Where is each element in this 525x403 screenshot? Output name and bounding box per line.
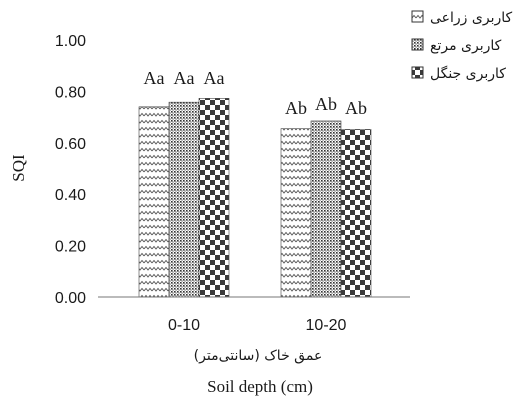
data-label: Ab	[345, 98, 367, 118]
data-label: Ab	[285, 98, 307, 118]
legend-swatch	[411, 38, 424, 51]
data-label-depth-letter: b	[358, 98, 367, 118]
legend-label: کاربری زراعی	[430, 10, 512, 26]
legend: کاربری زراعی کاربری مرتع کاربری جنگل	[411, 10, 512, 82]
legend-swatch	[411, 66, 424, 79]
bar	[280, 128, 312, 298]
x-tick-label: 0-10	[168, 317, 200, 334]
bar	[340, 129, 372, 298]
data-label-depth-letter: a	[187, 68, 195, 88]
bar	[198, 98, 230, 298]
data-label-group-letter: A	[345, 98, 358, 118]
data-label: Ab	[315, 94, 337, 114]
bar	[168, 101, 200, 298]
y-tick-label: 1.00	[55, 33, 86, 50]
y-axis-ticks: 0.00 0.20 0.40 0.60 0.80 1.00	[55, 33, 86, 307]
legend-label: کاربری مرتع	[430, 38, 502, 54]
bar	[138, 106, 170, 298]
data-label-depth-letter: b	[298, 98, 307, 118]
data-label: Aa	[174, 68, 195, 88]
data-label-depth-letter: b	[328, 94, 337, 114]
data-label-group-letter: A	[315, 94, 328, 114]
data-label-group-letter: A	[144, 68, 157, 88]
x-axis-title-persian: عمق خاک (سانتی‌متر)	[194, 348, 323, 364]
data-label: Aa	[204, 68, 225, 88]
data-label-group-letter: A	[285, 98, 298, 118]
bars	[138, 98, 372, 298]
data-label-group-letter: A	[204, 68, 217, 88]
legend-swatch	[411, 10, 424, 23]
bar	[310, 120, 342, 298]
data-label-group-letter: A	[174, 68, 187, 88]
y-tick-label: 0.20	[55, 239, 86, 256]
y-axis-title: SQI	[9, 154, 28, 182]
data-label: Aa	[144, 68, 165, 88]
legend-label: کاربری جنگل	[430, 65, 506, 82]
x-axis-ticks: 0-10 10-20	[168, 317, 347, 334]
x-axis-title: Soil depth (cm)	[207, 377, 313, 396]
data-label-depth-letter: a	[157, 68, 165, 88]
y-tick-label: 0.40	[55, 187, 86, 204]
data-label-depth-letter: a	[217, 68, 225, 88]
x-tick-label: 10-20	[306, 317, 347, 334]
y-tick-label: 0.00	[55, 290, 86, 307]
y-tick-label: 0.60	[55, 136, 86, 153]
y-tick-label: 0.80	[55, 84, 86, 101]
